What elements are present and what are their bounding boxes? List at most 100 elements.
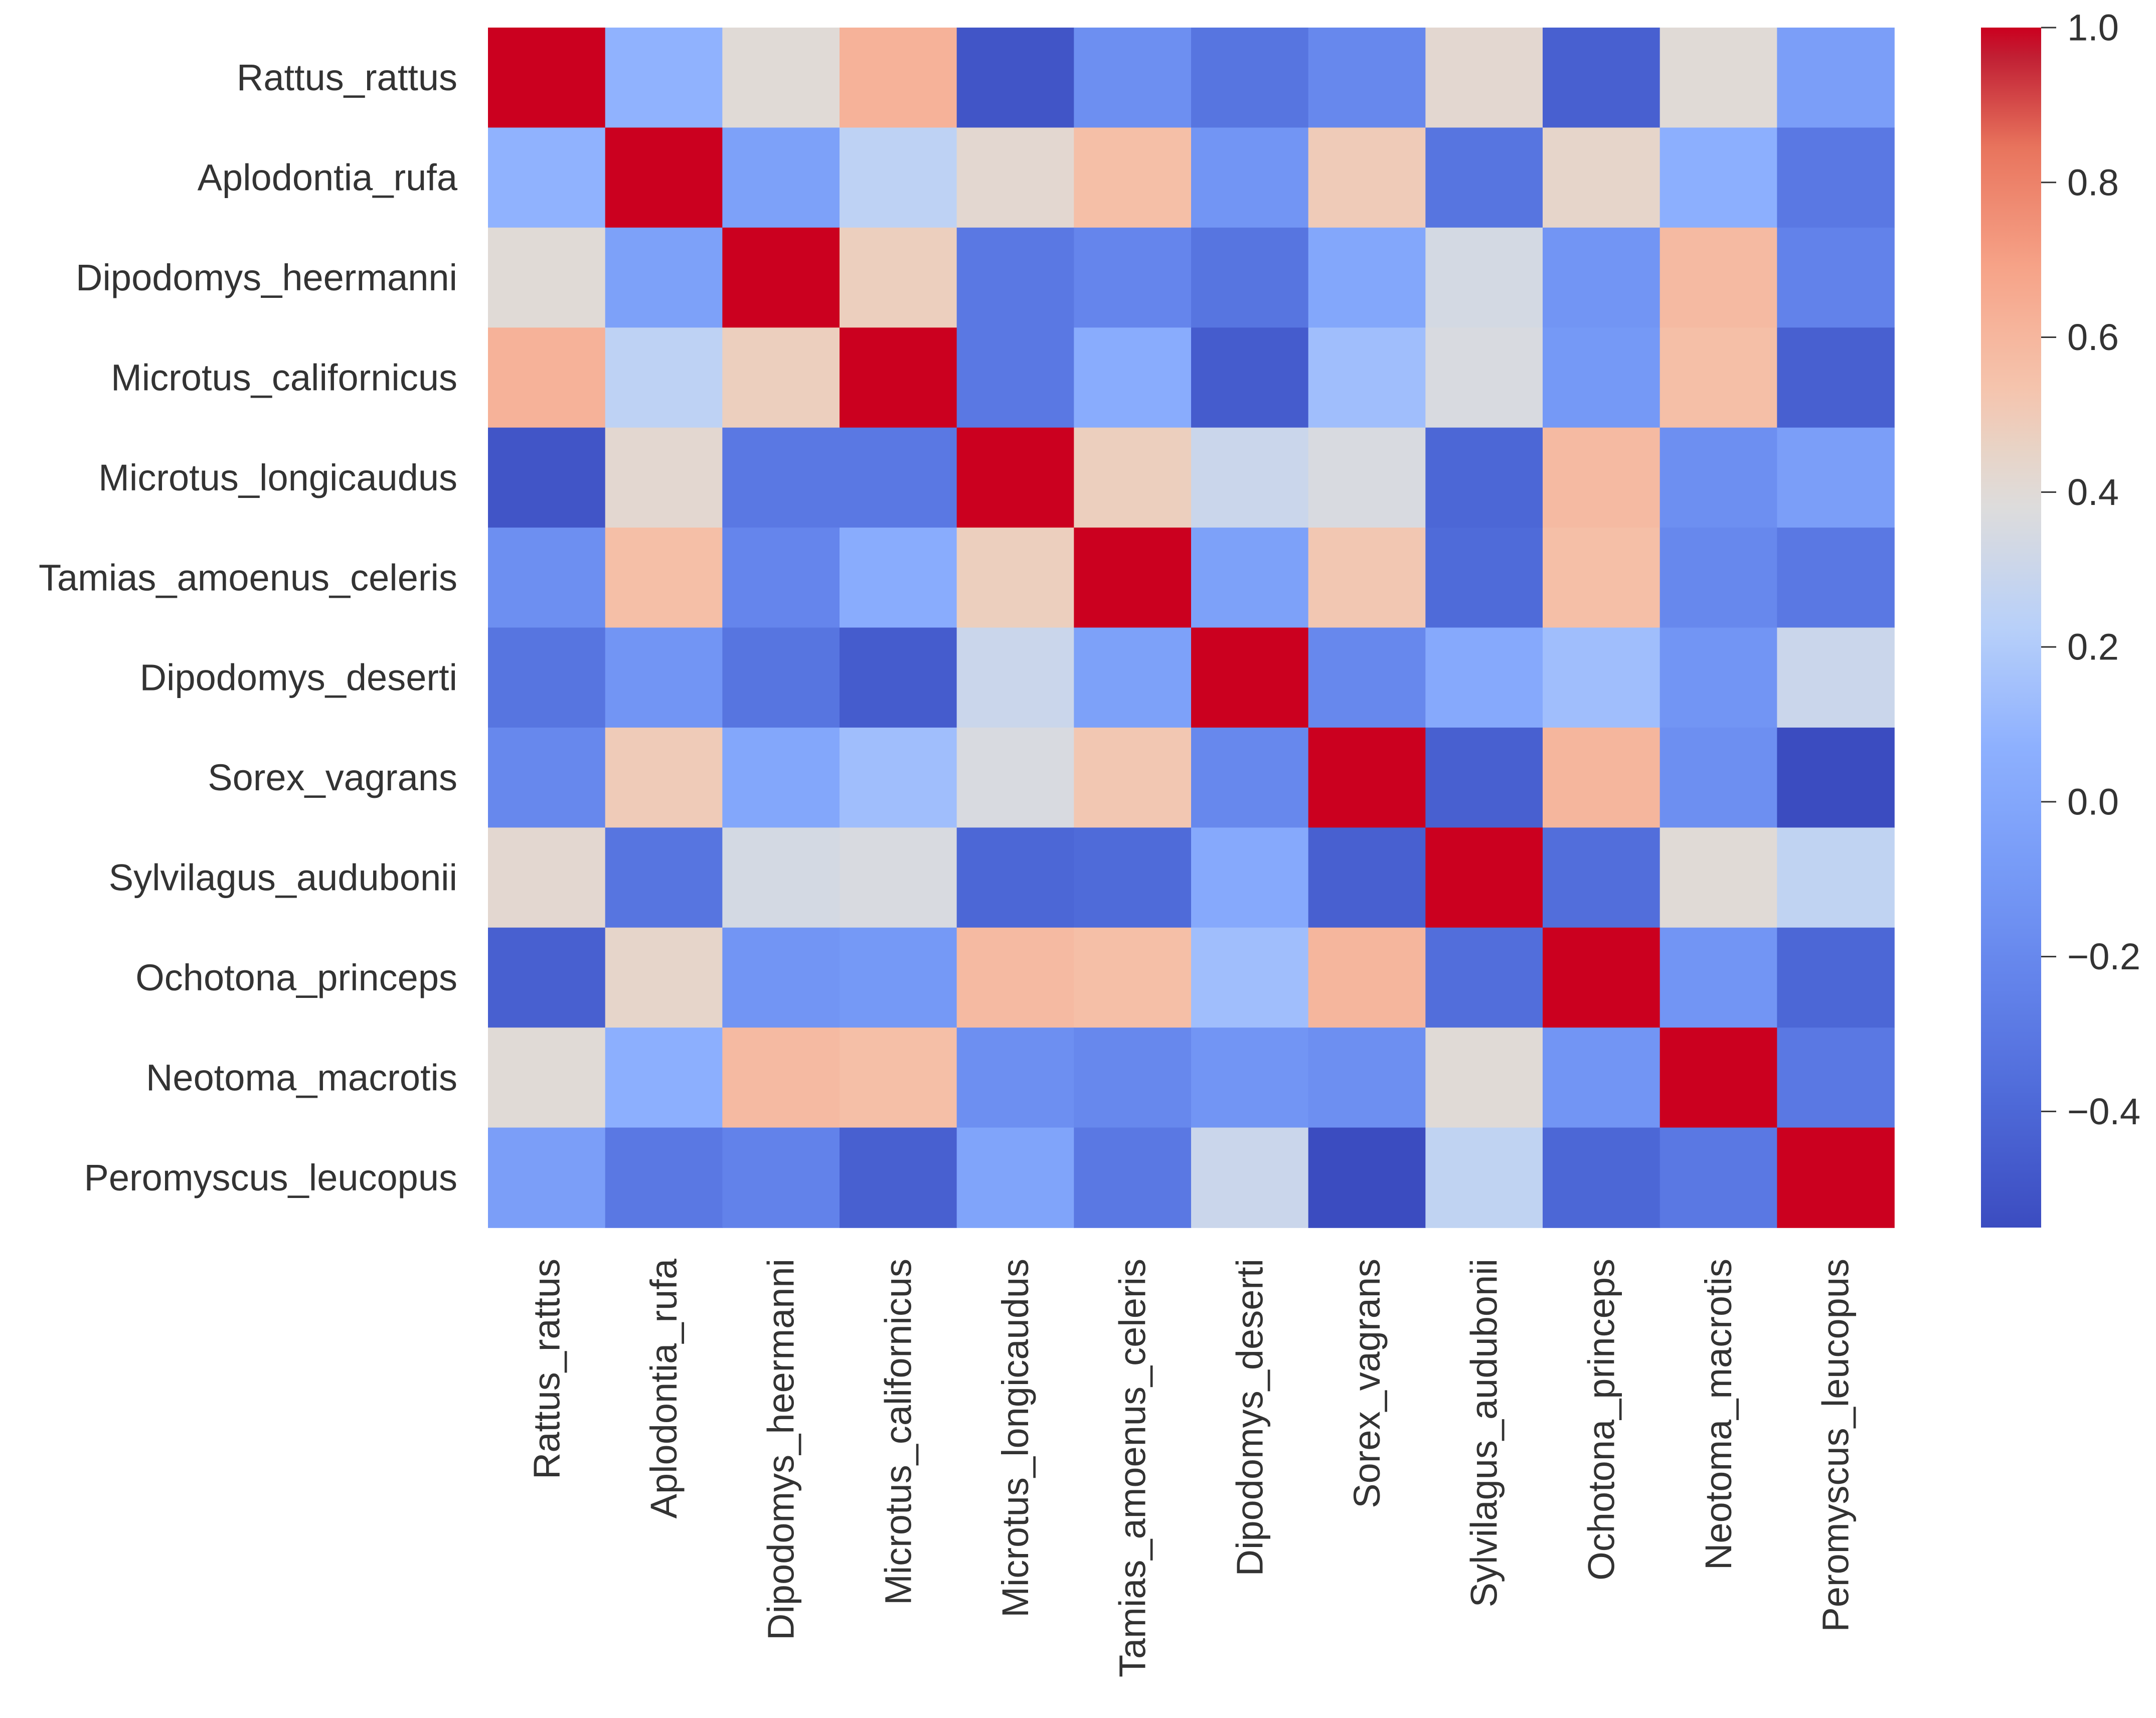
colorbar-tick-label: 0.6 [2067,316,2119,358]
heatmap-cell [1543,727,1661,828]
heatmap-cell [1425,227,1543,328]
heatmap-cell [1308,927,1426,1028]
heatmap-cell [1425,1127,1543,1228]
heatmap-cell [488,1027,606,1128]
heatmap-cell [1660,528,1778,628]
heatmap-cell [605,727,723,828]
heatmap-cell [722,327,840,428]
heatmap-cell [1777,28,1895,128]
heatmap-cell [956,1127,1075,1228]
heatmap-cell [605,827,723,928]
heatmap-cell [1074,727,1192,828]
heatmap-cell [840,227,957,328]
heatmap-cell [1074,827,1192,928]
heatmap-cell [488,28,606,128]
heatmap-cell [1308,827,1426,928]
heatmap-cell [956,528,1075,628]
heatmap-cell [605,927,723,1028]
heatmap-cell [1660,327,1778,428]
row-tick-label: Microtus_longicaudus [98,457,457,498]
heatmap-cell [1074,1027,1192,1128]
colorbar-tick-label: 0.2 [2067,626,2119,668]
heatmap-cell [1308,627,1426,728]
heatmap-cell [840,327,957,428]
heatmap-cell [1308,1127,1426,1228]
column-tick-label: Rattus_rattus [526,1259,567,1479]
heatmap-cell [1074,127,1192,228]
heatmap-cell [956,827,1075,928]
heatmap-cell [1777,927,1895,1028]
colorbar-gradient [1981,28,2041,1228]
heatmap-cell [1543,528,1661,628]
heatmap-cell [956,227,1075,328]
heatmap-cell [1777,227,1895,328]
column-tick-label: Ochotona_princeps [1580,1259,1622,1581]
row-tick-label: Neotoma_macrotis [146,1057,457,1098]
heatmap-cell [1191,627,1309,728]
row-tick-labels: Rattus_rattus Aplodontia_rufa Dipodomys_he… [39,57,458,1198]
heatmap-cell [722,227,840,328]
heatmap-cell [1425,528,1543,628]
heatmap-cell [956,327,1075,428]
heatmap-cell [488,1127,606,1228]
heatmap-cell [722,528,840,628]
heatmap-cell [1308,227,1426,328]
heatmap-cell [1660,927,1778,1028]
heatmap-cell [840,427,957,528]
heatmap-cell [840,1127,957,1228]
heatmap-cell [1308,727,1426,828]
heatmap-cell [722,1127,840,1228]
column-tick-label: Microtus_californicus [877,1259,919,1605]
column-tick-label: Aplodontia_rufa [643,1258,685,1518]
column-tick-labels: Rattus_rattus Aplodontia_rufa Dipodomys_he… [526,1258,1856,1677]
row-tick-label: Peromyscus_leucopus [84,1157,457,1198]
heatmap-cell [1074,927,1192,1028]
heatmap-cell [1074,528,1192,628]
heatmap-cell [722,28,840,128]
heatmap-cell [1191,827,1309,928]
heatmap-cell [488,528,606,628]
heatmap-cell [840,1027,957,1128]
heatmap-cell [1660,227,1778,328]
heatmap-cell [956,1027,1075,1128]
heatmap-cell [1425,1027,1543,1128]
heatmap-cell [488,127,606,228]
heatmap-cell [1308,327,1426,428]
heatmap-cell [605,227,723,328]
heatmap-cell [1425,927,1543,1028]
heatmap-cell [605,627,723,728]
heatmap-cell [1191,28,1309,128]
heatmap-cell [956,727,1075,828]
heatmap-cell [1191,227,1309,328]
column-tick-label: Microtus_longicaudus [994,1259,1036,1618]
heatmap-cell [1660,1027,1778,1128]
heatmap-cell [605,327,723,428]
row-tick-label: Aplodontia_rufa [198,157,458,199]
heatmap-cell [722,1027,840,1128]
heatmap-cell [1308,127,1426,228]
heatmap-cell [488,927,606,1028]
heatmap-cell [1074,1127,1192,1228]
heatmap-cell [1074,227,1192,328]
heatmap-cell [722,627,840,728]
row-tick-label: Tamias_amoenus_celeris [39,557,457,598]
row-tick-label: Sylvilagus_audubonii [109,857,457,899]
heatmap-cell [1660,127,1778,228]
colorbar-tick-label: 0.0 [2067,781,2119,822]
heatmap-cell [605,28,723,128]
column-tick-label: Dipodomys_deserti [1229,1259,1270,1576]
row-tick-label: Sorex_vagrans [208,757,457,798]
column-tick-label: Sylvilagus_audubonii [1463,1259,1505,1607]
colorbar-tick-label: −0.4 [2067,1091,2140,1132]
heatmap-cell [488,427,606,528]
colorbar-tick-label: 0.4 [2067,471,2119,513]
heatmap-cell [1308,528,1426,628]
heatmap-cell [1777,1127,1895,1228]
heatmap-cell [1777,528,1895,628]
heatmap-cell [956,28,1075,128]
heatmap-cell [1074,627,1192,728]
row-tick-label: Microtus_californicus [111,357,457,398]
heatmap-cell [840,28,957,128]
heatmap-cell [1660,727,1778,828]
